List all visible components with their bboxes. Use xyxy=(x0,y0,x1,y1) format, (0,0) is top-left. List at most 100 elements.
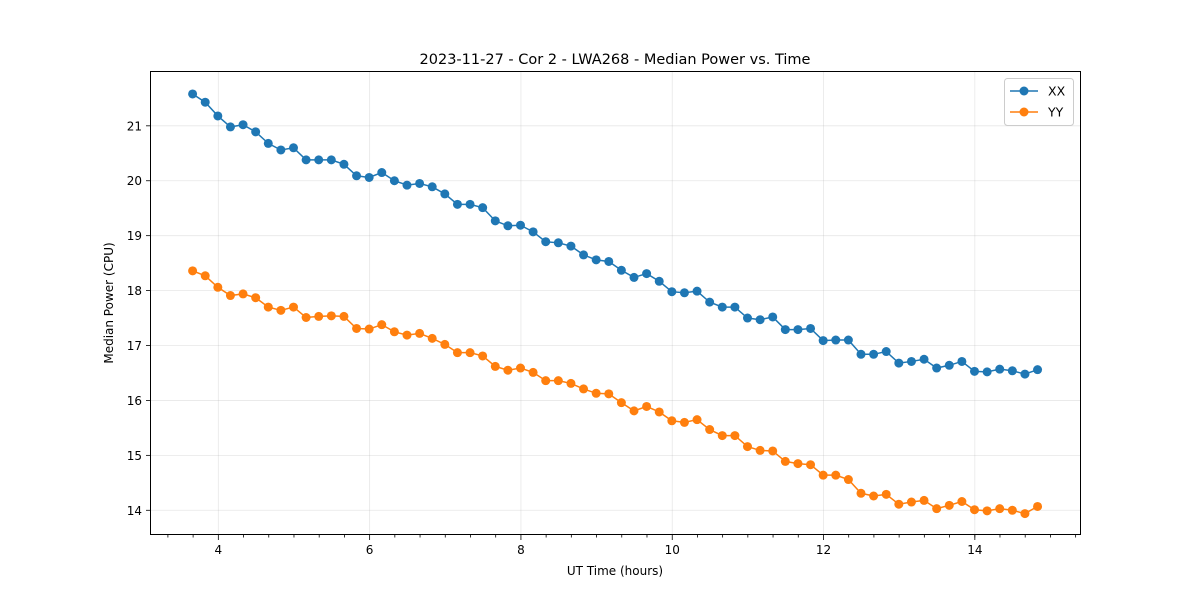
data-point-yy xyxy=(528,367,538,377)
data-point-yy xyxy=(339,311,349,321)
x-tick-label: 4 xyxy=(215,543,223,557)
data-point-yy xyxy=(692,415,702,425)
legend-entry-yy: YY xyxy=(1010,105,1064,120)
data-point-xx xyxy=(200,97,210,107)
data-point-yy xyxy=(352,323,362,333)
data-point-yy xyxy=(654,407,664,417)
x-tick-label: 6 xyxy=(366,543,374,557)
data-point-yy xyxy=(541,376,551,386)
legend-label: YY xyxy=(1047,105,1064,120)
data-point-yy xyxy=(515,363,525,373)
data-point-xx xyxy=(251,127,261,137)
data-point-xx xyxy=(818,336,828,346)
data-point-xx xyxy=(515,220,525,230)
data-point-xx xyxy=(919,354,929,364)
data-point-yy xyxy=(1007,505,1017,515)
data-point-xx xyxy=(667,287,677,297)
data-point-xx xyxy=(427,182,437,192)
data-point-yy xyxy=(755,445,765,455)
data-point-xx xyxy=(692,286,702,296)
data-point-xx xyxy=(528,227,538,237)
data-point-yy xyxy=(730,431,740,441)
data-point-yy xyxy=(1020,509,1030,519)
data-point-yy xyxy=(188,266,198,276)
y-tick-label: 20 xyxy=(127,174,142,188)
data-point-yy xyxy=(944,500,954,510)
data-point-yy xyxy=(389,327,399,337)
y-tick-label: 14 xyxy=(127,504,142,518)
series-yy xyxy=(188,266,1043,519)
x-tick-label: 14 xyxy=(967,543,982,557)
data-point-xx xyxy=(1033,365,1043,375)
data-point-yy xyxy=(629,406,639,416)
data-point-xx xyxy=(503,221,513,231)
x-tick-label: 10 xyxy=(665,543,680,557)
data-point-yy xyxy=(579,384,589,394)
data-point-yy xyxy=(969,505,979,515)
data-point-yy xyxy=(717,431,727,441)
data-point-yy xyxy=(856,488,866,498)
data-point-yy xyxy=(642,401,652,411)
chart-title: 2023-11-27 - Cor 2 - LWA268 - Median Pow… xyxy=(420,52,811,68)
data-point-xx xyxy=(906,356,916,366)
data-point-xx xyxy=(604,256,614,266)
x-axis-title: UT Time (hours) xyxy=(567,564,663,578)
data-point-yy xyxy=(742,442,752,452)
data-point-yy xyxy=(566,378,576,388)
data-point-xx xyxy=(389,176,399,186)
legend-label: XX xyxy=(1048,84,1066,99)
data-point-xx xyxy=(553,238,563,248)
data-point-xx xyxy=(742,313,752,323)
data-point-xx xyxy=(402,180,412,190)
data-point-xx xyxy=(415,178,425,188)
data-point-xx xyxy=(629,272,639,282)
data-point-yy xyxy=(314,311,324,321)
data-point-yy xyxy=(465,348,475,358)
data-point-xx xyxy=(288,143,298,153)
data-point-xx xyxy=(755,315,765,325)
y-tick-label: 17 xyxy=(127,339,142,353)
data-point-xx xyxy=(314,155,324,165)
data-point-xx xyxy=(932,363,942,373)
data-point-xx xyxy=(995,364,1005,374)
data-point-xx xyxy=(579,250,589,260)
data-point-yy xyxy=(793,459,803,469)
data-point-xx xyxy=(642,269,652,279)
data-point-yy xyxy=(667,416,677,426)
data-point-xx xyxy=(768,312,778,322)
data-point-xx xyxy=(616,265,626,275)
y-tick-label: 15 xyxy=(127,449,142,463)
data-point-xx xyxy=(465,199,475,209)
data-point-yy xyxy=(982,506,992,516)
data-point-xx xyxy=(541,237,551,247)
data-point-xx xyxy=(490,216,500,226)
data-point-xx xyxy=(326,155,336,165)
data-point-yy xyxy=(301,313,311,323)
data-point-xx xyxy=(263,138,273,148)
data-point-yy xyxy=(377,320,387,330)
data-point-xx xyxy=(730,302,740,312)
plot-frame xyxy=(150,71,1081,535)
data-point-xx xyxy=(793,325,803,335)
data-point-yy xyxy=(553,376,563,386)
x-tick-label: 8 xyxy=(517,543,525,557)
data-point-xx xyxy=(1007,366,1017,376)
legend-entry-xx: XX xyxy=(1010,84,1066,99)
data-point-xx xyxy=(188,89,198,99)
data-point-yy xyxy=(932,504,942,514)
data-point-yy xyxy=(200,271,210,281)
data-point-yy xyxy=(869,491,879,501)
data-point-yy xyxy=(452,348,462,358)
data-point-xx xyxy=(982,367,992,377)
data-point-xx xyxy=(806,323,816,333)
data-point-yy xyxy=(213,282,223,292)
data-point-yy xyxy=(1033,501,1043,511)
data-point-xx xyxy=(377,168,387,178)
data-point-xx xyxy=(969,366,979,376)
data-point-yy xyxy=(995,504,1005,514)
data-point-xx xyxy=(957,356,967,366)
data-point-yy xyxy=(831,470,841,480)
data-point-xx xyxy=(843,335,853,345)
